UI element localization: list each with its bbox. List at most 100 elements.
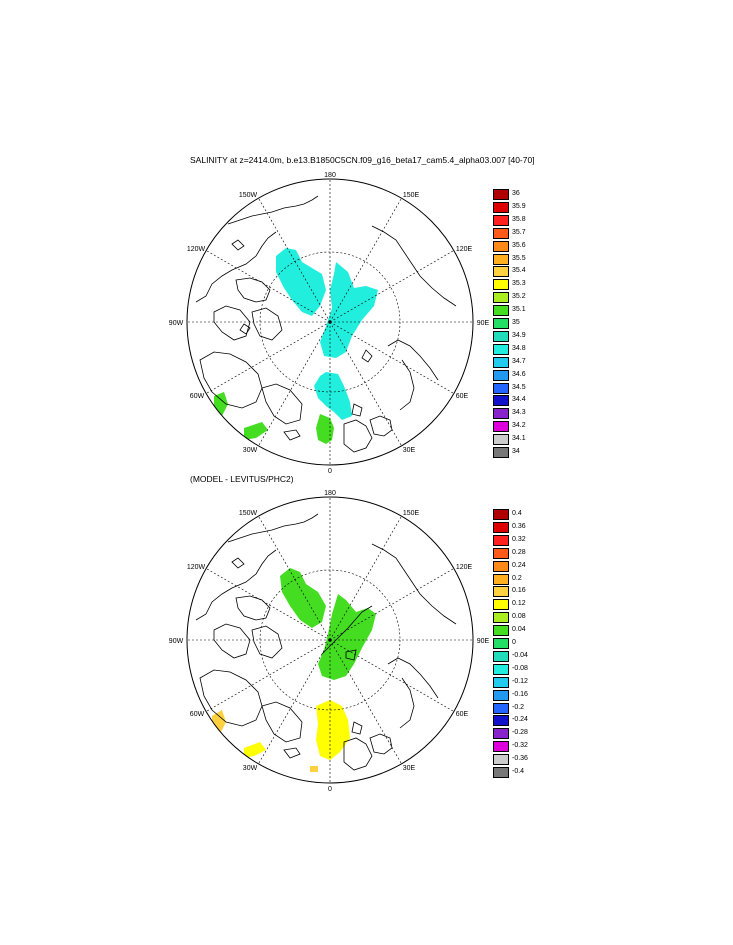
- panel1-field-irminger: [244, 422, 268, 440]
- colorbar-tick-label: 35.7: [512, 228, 526, 236]
- colorbar-tick-label: 35: [512, 319, 520, 326]
- colorbar-tick-label: 34: [512, 448, 520, 455]
- colorbar-tick-label: -0.4: [512, 768, 525, 775]
- colorbar-swatch: [493, 318, 509, 329]
- colorbar-swatch: [493, 343, 509, 355]
- colorbar-tick-label: 34.7: [512, 357, 526, 365]
- colorbar-swatch: [493, 521, 509, 533]
- colorbar-tick-label: -0.28: [512, 729, 528, 737]
- panel1-field-eurasian-basin: [320, 262, 378, 358]
- colorbar-tick-label: 0.32: [512, 535, 526, 543]
- colorbar-swatch: [493, 189, 509, 200]
- colorbar-swatch: [493, 201, 509, 213]
- panel2-label-120e: 120E: [456, 564, 473, 571]
- panel1-label-30e: 30E: [403, 447, 416, 454]
- colorbar-swatch: [493, 767, 509, 778]
- colorbar-tick-label: 0.36: [512, 522, 526, 530]
- colorbar-swatch: [493, 702, 509, 714]
- panel2-label-120w: 120W: [187, 564, 206, 571]
- panel1-label-90e: 90E: [477, 320, 490, 327]
- colorbar-swatch: [493, 560, 509, 572]
- panel1-map: 180 150W 150E 120W 120E 90W 90E 60W 60E …: [169, 172, 490, 475]
- colorbar-swatch: [493, 509, 509, 520]
- panel2-field-irminger: [244, 742, 266, 758]
- panel2-label-60w: 60W: [190, 711, 205, 718]
- panel1-label-150e: 150E: [403, 192, 420, 199]
- colorbar-swatch: [493, 663, 509, 675]
- colorbar-tick-label: -0.32: [512, 742, 528, 750]
- colorbar-swatch: [493, 689, 509, 701]
- colorbar-swatch: [493, 728, 509, 740]
- colorbar-swatch: [493, 447, 509, 458]
- colorbar-tick-label: 0.08: [512, 613, 526, 621]
- panel2-label-90w: 90W: [169, 638, 184, 645]
- panel1-title: SALINITY at z=2414.0m, b.e13.B1850C5CN.f…: [190, 155, 535, 165]
- colorbar-tick-label: -0.12: [512, 677, 528, 685]
- colorbar-tick-label: 35.3: [512, 280, 526, 288]
- colorbar-tick-label: 35.6: [512, 241, 526, 249]
- colorbar-tick-label: 0.04: [512, 626, 526, 634]
- colorbar-swatch: [493, 754, 509, 766]
- panel1-field-fram: [314, 372, 352, 420]
- colorbar-swatch: [493, 612, 509, 624]
- colorbar-swatch: [493, 292, 509, 304]
- colorbar-tick-label: -0.24: [512, 716, 528, 724]
- colorbar-tick-label: 34.9: [512, 331, 526, 339]
- colorbar-swatch: [493, 253, 509, 265]
- panel2-field-greenland-sea: [316, 700, 350, 760]
- panel2-map-border: [186, 496, 474, 784]
- colorbar-tick-label: 35.4: [512, 267, 526, 275]
- colorbar-swatch: [493, 240, 509, 252]
- colorbar-tick-label: 34.6: [512, 370, 526, 378]
- colorbar-tick-label: 0: [512, 639, 516, 646]
- colorbar-swatch: [493, 266, 509, 278]
- colorbar-tick-label: 0.4: [512, 510, 522, 517]
- panel1-field-canada-basin: [276, 248, 326, 316]
- colorbar-tick-label: -0.08: [512, 664, 528, 672]
- panel1-map-border: [186, 178, 474, 466]
- panel2-label-0: 0: [328, 786, 332, 793]
- colorbar-tick-label: 34.8: [512, 344, 526, 352]
- colorbar-swatch: [493, 214, 509, 226]
- panel2-label-180: 180: [324, 490, 336, 497]
- colorbar-swatch: [493, 356, 509, 368]
- colorbar-swatch: [493, 408, 509, 420]
- panel2-label-30w: 30W: [243, 765, 258, 772]
- colorbar-tick-label: -0.04: [512, 651, 528, 659]
- panel2-colorbar: 0.4 0.36 0.32 0.28 0.24 0.2 0.16 0.12 0.08 0.04 0 -…: [493, 509, 553, 779]
- colorbar-tick-label: 35.2: [512, 293, 526, 301]
- colorbar-swatch: [493, 369, 509, 381]
- colorbar-tick-label: -0.16: [512, 690, 528, 698]
- colorbar-swatch: [493, 421, 509, 433]
- panel2-map: 180 150W 150E 120W 120E 90W 90E 60W 60E …: [169, 490, 490, 793]
- colorbar-tick-label: 34.4: [512, 396, 526, 404]
- panel1-label-180: 180: [324, 172, 336, 179]
- panel2-label-60e: 60E: [456, 711, 469, 718]
- panel2-field-eurasian-basin: [318, 594, 376, 680]
- colorbar-tick-label: 35.9: [512, 202, 526, 210]
- colorbar-swatch: [493, 625, 509, 637]
- panel2-title: (MODEL - LEVITUS/PHC2): [190, 474, 294, 484]
- colorbar-tick-label: 35.1: [512, 306, 526, 314]
- colorbar-swatch: [493, 395, 509, 407]
- colorbar-swatch: [493, 650, 509, 662]
- colorbar-swatch: [493, 227, 509, 239]
- panel1-label-120w: 120W: [187, 246, 206, 253]
- colorbar-swatch: [493, 715, 509, 727]
- panel1-label-60w: 60W: [190, 393, 205, 400]
- colorbar-tick-label: 0.24: [512, 561, 526, 569]
- colorbar-swatch: [493, 741, 509, 753]
- colorbar-swatch: [493, 330, 509, 342]
- colorbar-swatch: [493, 434, 509, 446]
- panel1-label-120e: 120E: [456, 246, 473, 253]
- colorbar-tick-label: 34.1: [512, 435, 526, 443]
- colorbar-tick-label: -0.36: [512, 755, 528, 763]
- colorbar-swatch: [493, 638, 509, 649]
- colorbar-swatch: [493, 586, 509, 598]
- colorbar-tick-label: 0.28: [512, 548, 526, 556]
- colorbar-swatch: [493, 279, 509, 291]
- colorbar-swatch: [493, 599, 509, 611]
- colorbar-swatch: [493, 382, 509, 394]
- colorbar-tick-label: 35.8: [512, 215, 526, 223]
